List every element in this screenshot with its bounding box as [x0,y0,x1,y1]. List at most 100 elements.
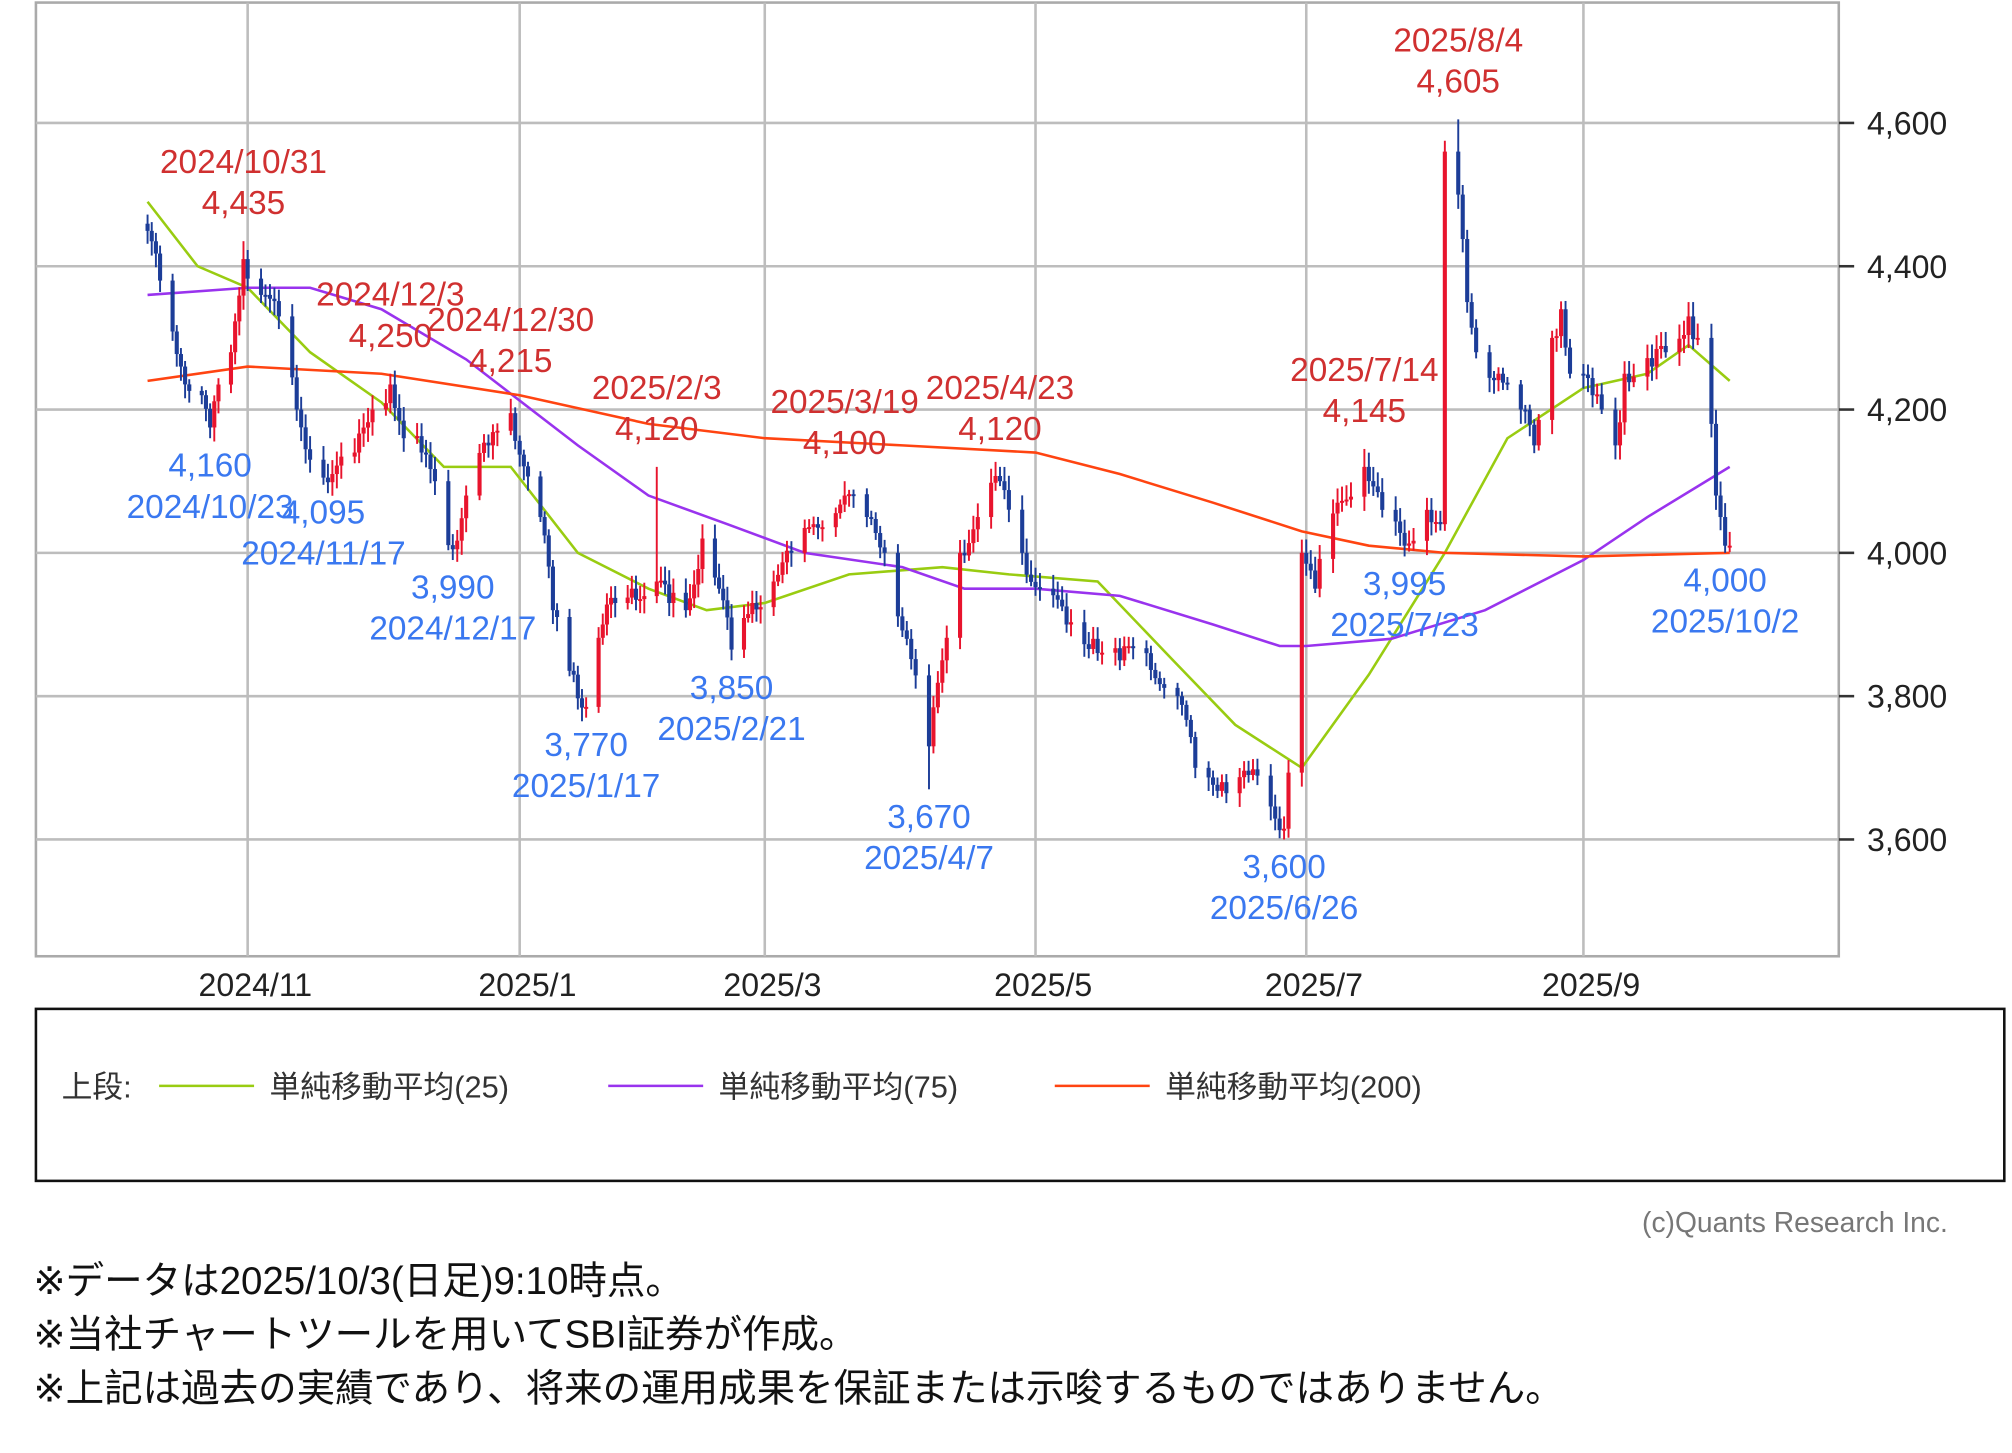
candle-body [579,698,585,708]
candle-body [178,354,183,367]
candle-body [1037,587,1043,590]
candle-body [241,259,246,296]
high-date-label: 2025/3/19 [770,384,918,421]
candle-body [1215,784,1220,791]
candle-body [754,603,759,610]
candle-body [750,603,755,615]
candle-body [935,682,940,708]
candle-body [776,574,781,582]
candle-body [1250,769,1256,775]
high-value-label: 4,250 [349,318,432,355]
legend-label-ma200: 単純移動平均(200) [1165,1069,1422,1104]
candle-body [1393,509,1398,522]
candle-body [1242,770,1247,778]
candle-body [633,588,639,600]
candle-body [1613,409,1618,446]
candle-body [1677,338,1682,353]
candle-body [1317,558,1322,589]
candle-body [838,504,843,514]
candle-body [1527,409,1532,425]
candle-body [1532,424,1537,446]
candle-body [1286,772,1291,829]
low-date-label: 2025/2/21 [657,711,805,748]
candle-body [1371,481,1376,487]
candle-body [1456,151,1461,195]
candle-body [882,547,887,553]
legend-prefix: 上段: [62,1069,132,1104]
candle-body [900,616,905,631]
high-date-label: 2025/7/14 [1290,352,1438,389]
candle-body [170,280,175,332]
candle-body [1407,543,1412,546]
candle-body [290,316,295,378]
candle-body [1006,490,1011,510]
candle-body [267,294,273,299]
candle-body [1429,509,1434,523]
candle-body [567,616,572,671]
candle-body [464,495,469,519]
candle-body [629,588,634,598]
candle-body [1100,652,1105,655]
y-tick-label: 3,600 [1867,822,1947,858]
candle-body [1060,599,1065,607]
high-value-label: 4,215 [469,343,552,380]
candle-body [1424,509,1430,541]
candle-body [604,604,609,625]
candle-body [642,596,647,600]
candle-body [584,706,589,709]
candle-body [245,259,250,279]
candle-body [538,476,543,518]
candle-body [1331,513,1336,559]
candle-body [1438,522,1443,525]
legend-box [34,1007,2006,1183]
candle-body [1663,345,1668,353]
candle-body [596,637,601,707]
y-tick-label: 4,600 [1867,105,1947,141]
ma-line-1 [147,286,1731,648]
candle-body [1131,646,1136,649]
candle-body [663,580,668,585]
candle-body [1068,622,1074,625]
candle-body [966,543,971,556]
candle-body [1718,495,1723,518]
candle-body [158,253,163,281]
low-date-label: 2024/12/17 [369,611,536,648]
low-date-label: 2024/11/17 [241,535,405,572]
candle-body [958,552,963,638]
grid [35,2,1839,957]
candle-body [1691,316,1696,340]
candle-body [1344,499,1349,502]
y-tick-label: 3,800 [1867,679,1947,715]
candle-body [971,529,976,544]
candle-body [1500,373,1506,383]
candle-body [1033,581,1038,588]
candle-body [654,581,659,597]
candle-body [997,476,1003,482]
candle-body [692,584,697,599]
candle-body [1148,653,1153,670]
candle-body [1362,466,1367,497]
candle-body [1313,570,1318,589]
candle-body [330,474,335,483]
legend-label-ma75: 単純移動平均(75) [719,1069,959,1104]
candle-body [1411,540,1416,544]
low-value-label: 3,850 [690,670,773,707]
candle-body [1645,358,1650,377]
candle-body [477,452,482,496]
candle-body [352,452,357,457]
candle-body [993,476,998,483]
candle-body [508,413,513,431]
candle-body [1029,574,1034,582]
candle-body [517,440,522,455]
candle-body [187,384,192,391]
candle-body [1590,378,1595,396]
candle-body [1554,336,1559,339]
candle-body [481,442,487,453]
low-date-label: 2025/10/2 [1651,603,1799,640]
candle-body [1095,638,1100,654]
candle-body [1469,302,1474,328]
candle-body [1237,777,1242,794]
candle-body [1299,552,1304,773]
y-tick-label: 4,000 [1867,535,1947,571]
candle-body [513,413,518,441]
